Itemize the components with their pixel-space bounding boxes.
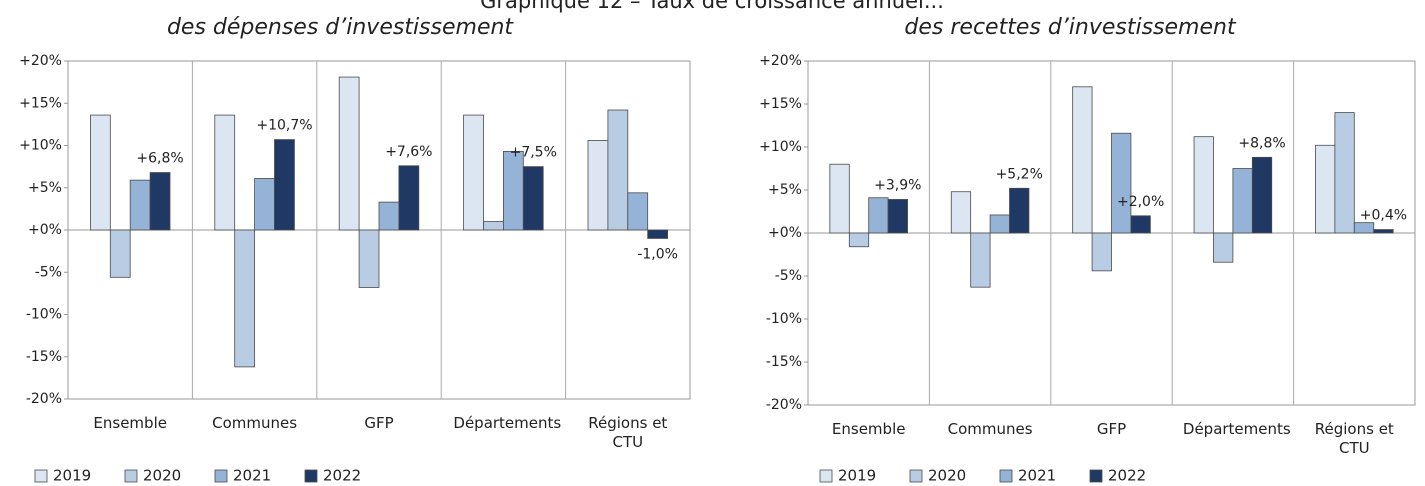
x-tick-label: GFP: [364, 414, 394, 432]
bar: [358, 229, 380, 288]
value-label: -1,0%: [637, 246, 678, 262]
legend-swatch: [34, 469, 48, 483]
legend-label: 2020: [928, 467, 966, 485]
y-tick-label: +15%: [19, 95, 62, 111]
bar: [89, 114, 111, 231]
legend-label: 2019: [53, 467, 91, 485]
bar: [587, 140, 609, 231]
bar: [829, 163, 850, 234]
bar: [522, 166, 544, 231]
bar: [1315, 144, 1336, 234]
bar: [887, 199, 908, 234]
legend-swatch: [999, 469, 1013, 483]
bar: [254, 178, 275, 231]
legend-swatch: [1089, 469, 1103, 483]
bar: [214, 114, 236, 231]
value-label: +5,2%: [996, 166, 1043, 182]
legend-swatch: [909, 469, 923, 483]
bar: [1353, 222, 1375, 234]
y-tick-label: -10%: [26, 307, 62, 323]
bar: [109, 229, 131, 278]
bar: [989, 214, 1010, 234]
bar: [378, 201, 400, 231]
bar: [627, 192, 649, 231]
x-tick-label: Régions et CTU: [1314, 420, 1394, 457]
bar: [1334, 112, 1355, 234]
bar: [647, 229, 669, 239]
bar: [1373, 229, 1394, 234]
legend-swatch: [214, 469, 228, 483]
y-tick-label: +10%: [759, 139, 802, 155]
bar: [950, 191, 972, 234]
bar: [1091, 232, 1112, 272]
bar: [1251, 156, 1273, 234]
value-label: +10,7%: [256, 118, 312, 134]
bar: [848, 232, 870, 248]
bar: [234, 229, 255, 368]
bar: [868, 197, 889, 234]
x-tick-label: Communes: [947, 420, 1033, 438]
bar: [129, 179, 151, 231]
y-tick-label: -10%: [766, 311, 802, 327]
bar: [398, 165, 420, 231]
x-tick-label: Ensemble: [831, 420, 906, 438]
y-tick-label: -15%: [766, 354, 802, 370]
chart-title: des dépenses d’investissement: [167, 15, 514, 40]
bar: [502, 151, 524, 231]
bar: [274, 139, 295, 231]
x-tick-label: Communes: [212, 414, 298, 432]
bar: [483, 221, 504, 231]
bar: [1111, 132, 1132, 234]
legend-label: 2022: [323, 467, 361, 485]
bar: [607, 109, 629, 231]
y-tick-label: +10%: [19, 138, 62, 154]
legend-label: 2022: [1108, 467, 1146, 485]
value-label: +7,6%: [385, 144, 432, 160]
bar: [1232, 168, 1253, 234]
legend-label: 2020: [143, 467, 181, 485]
x-tick-label: Départements: [1182, 420, 1291, 438]
x-tick-label: Régions et CTU: [588, 414, 668, 451]
value-label: +6,8%: [136, 151, 183, 167]
page-title: Graphique 12 – Taux de croissance annuel…: [480, 0, 944, 13]
bar: [970, 232, 991, 288]
legend-swatch: [304, 469, 318, 483]
legend-swatch: [124, 469, 138, 483]
y-tick-label: +20%: [759, 53, 802, 69]
legend-label: 2021: [1018, 467, 1056, 485]
value-label: +0,4%: [1360, 208, 1407, 224]
value-label: +8,8%: [1238, 135, 1285, 151]
legend-swatch: [819, 469, 833, 483]
y-tick-label: +20%: [19, 53, 62, 69]
y-tick-label: -5%: [775, 268, 802, 284]
value-label: +7,5%: [510, 145, 557, 161]
y-tick-label: +0%: [28, 222, 62, 238]
bar: [1072, 86, 1093, 234]
bar: [1130, 215, 1151, 234]
bar: [338, 76, 360, 231]
y-tick-label: +0%: [768, 225, 802, 241]
x-tick-label: Ensemble: [93, 414, 167, 432]
bar: [463, 114, 484, 231]
x-tick-label: Départements: [453, 414, 562, 432]
value-label: +3,9%: [874, 177, 921, 193]
x-tick-label: GFP: [1096, 420, 1127, 438]
y-tick-label: -5%: [35, 264, 62, 280]
legend-label: 2021: [233, 467, 271, 485]
bar: [1009, 187, 1030, 234]
chart-title: des recettes d’investissement: [904, 15, 1237, 40]
legend-label: 2019: [838, 467, 876, 485]
value-label: +2,0%: [1117, 194, 1164, 210]
y-tick-label: +5%: [28, 180, 62, 196]
y-tick-label: -20%: [26, 391, 62, 407]
y-tick-label: +5%: [768, 182, 802, 198]
bar: [1193, 136, 1214, 234]
bar: [149, 172, 171, 231]
bar: [1213, 232, 1234, 263]
y-tick-label: +15%: [759, 96, 802, 112]
y-tick-label: -20%: [766, 397, 802, 413]
y-tick-label: -15%: [26, 349, 62, 365]
